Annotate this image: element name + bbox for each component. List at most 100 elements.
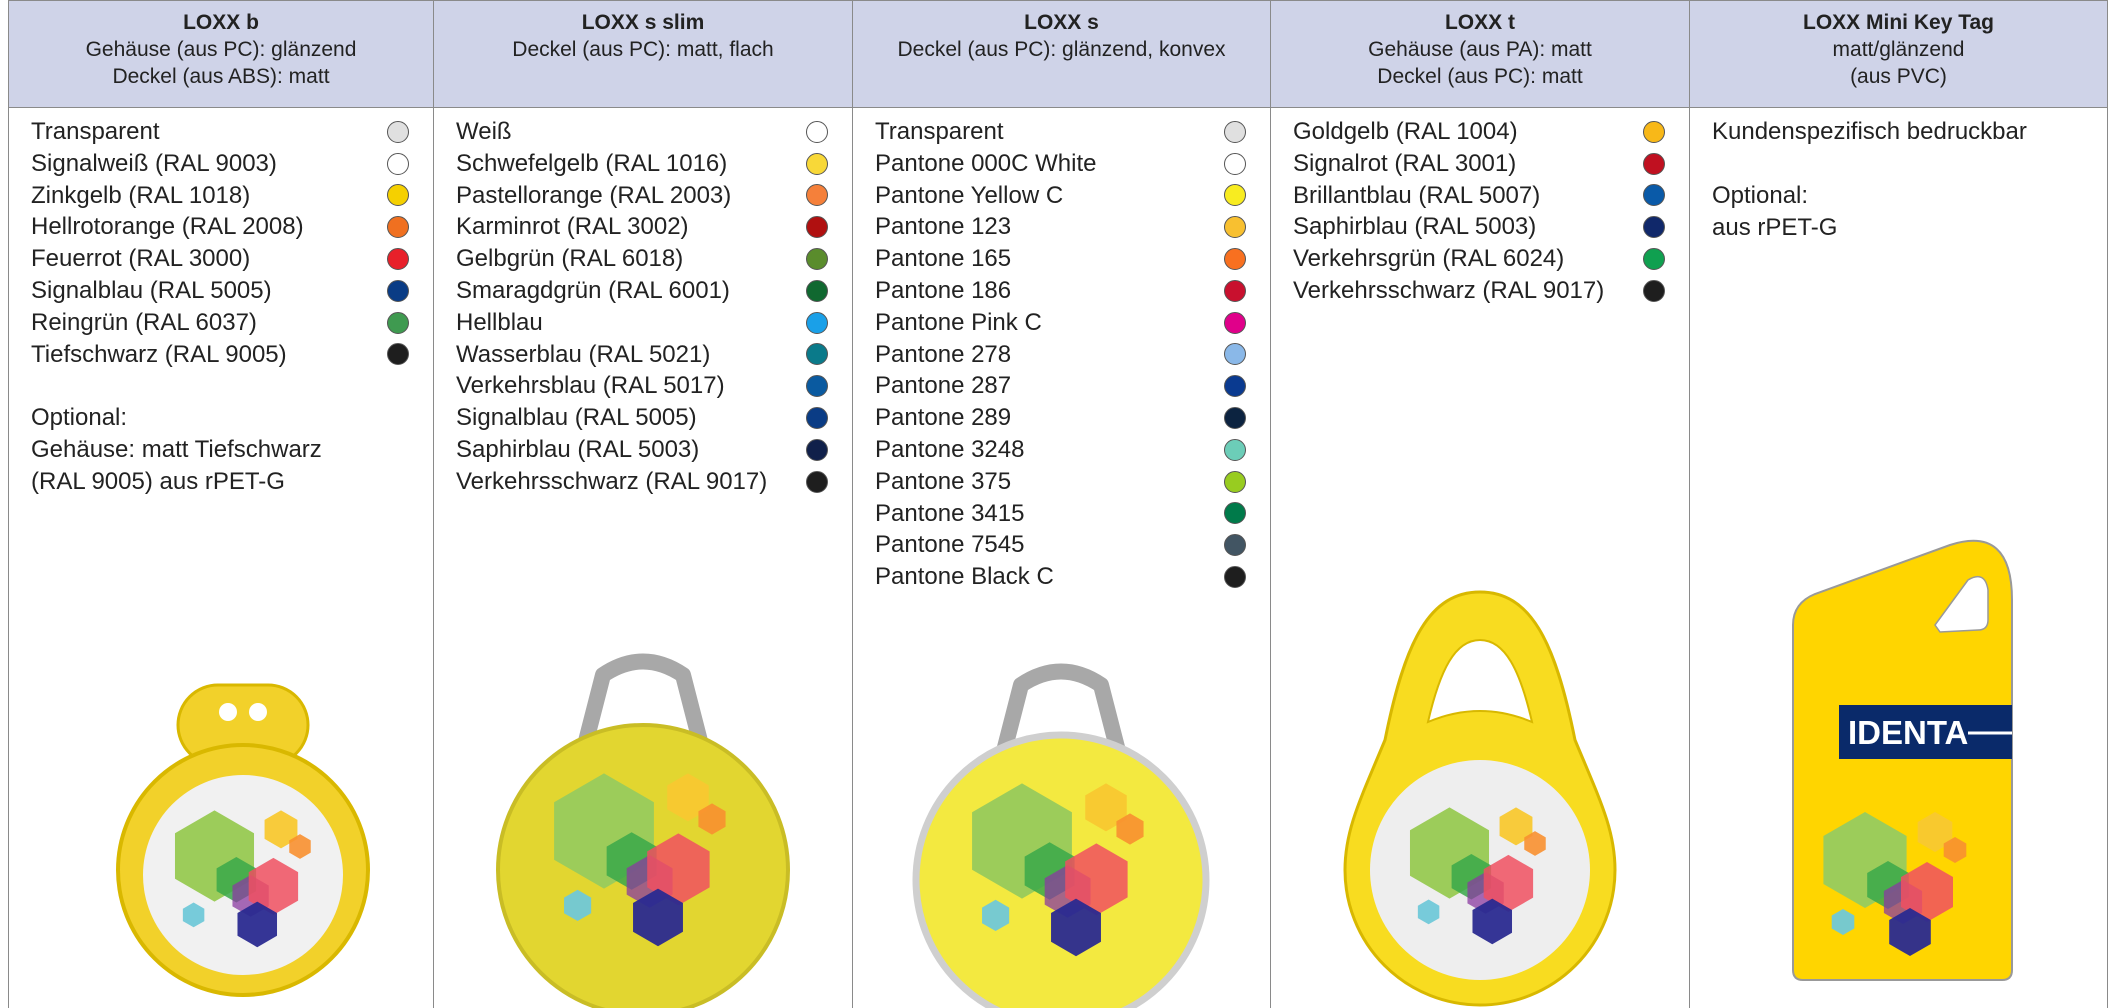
note: Optional: Gehäuse: matt Tiefschwarz (RAL 9…: [31, 402, 413, 497]
product-subtitle: Gehäuse (aus PC): glänzend: [85, 38, 357, 61]
color-row: Pantone 375: [875, 466, 1250, 498]
color-row: Feuerrot (RAL 3000): [31, 243, 413, 275]
product-subtitle: Gehäuse (aus PA): matt: [1368, 38, 1592, 61]
color-name: Pantone 287: [875, 372, 1012, 400]
note-line: Optional:: [1712, 181, 1809, 209]
column-header: LOXX Mini Key Tag matt/glänzend (aus PVC): [1690, 0, 2107, 108]
color-swatch: [387, 248, 409, 271]
color-row: Hellrotorange (RAL 2008): [31, 211, 413, 243]
color-name: Gelbgrün (RAL 6018): [456, 245, 684, 273]
color-swatch: [387, 120, 409, 143]
color-name: Signalweiß (RAL 9003): [31, 149, 277, 177]
color-name: Wasserblau (RAL 5021): [456, 340, 711, 368]
color-swatch: [806, 216, 828, 239]
color-swatch: [1643, 184, 1665, 207]
color-row: Verkehrsschwarz (RAL 9017): [1293, 275, 1669, 307]
color-row: Pantone 278: [875, 339, 1250, 371]
color-row: Pantone 123: [875, 211, 1250, 243]
color-name: Pantone Black C: [875, 563, 1054, 591]
color-row: Gelbgrün (RAL 6018): [456, 243, 832, 275]
product-title: LOXX t: [1444, 11, 1515, 34]
color-swatch: [387, 216, 409, 239]
product-subtitle: (aus PVC): [1850, 65, 1947, 88]
note: Kundenspezifisch bedruckbar: [1712, 116, 2087, 148]
color-name: Saphirblau (RAL 5003): [1293, 213, 1537, 241]
color-swatch: [1224, 407, 1246, 430]
color-swatch: [1643, 248, 1665, 271]
color-row: Saphirblau (RAL 5003): [1293, 211, 1669, 243]
color-name: Hellblau: [456, 308, 543, 336]
color-row: Zinkgelb (RAL 1018): [31, 180, 413, 212]
color-name: Smaragdgrün (RAL 6001): [456, 276, 730, 304]
color-swatch: [1643, 216, 1665, 239]
color-row: Reingrün (RAL 6037): [31, 307, 413, 339]
color-swatch: [1224, 566, 1246, 589]
color-swatch: [806, 120, 828, 143]
color-name: Brillantblau (RAL 5007): [1293, 181, 1541, 209]
color-row: Pantone 7545: [875, 529, 1250, 561]
color-name: Pantone 3415: [875, 499, 1025, 527]
color-swatch: [1224, 184, 1246, 207]
column-body: Transparent Signalweiß (RAL 9003) Zinkgelb…: [9, 108, 433, 498]
column-body: Transparent Pantone 000C White Pantone Yel…: [853, 108, 1270, 593]
color-swatch: [1643, 152, 1665, 175]
color-name: Pantone Pink C: [875, 308, 1042, 336]
color-swatch: [1224, 343, 1246, 366]
color-row: Pantone 165: [875, 243, 1250, 275]
column-header: LOXX t Gehäuse (aus PA): matt Deckel (aus …: [1271, 0, 1689, 108]
color-swatch: [1224, 375, 1246, 398]
color-swatch: [387, 343, 409, 366]
color-name: Pantone 165: [875, 245, 1012, 273]
product-subtitle: Deckel (aus PC): glänzend, konvex: [897, 38, 1226, 61]
color-swatch: [806, 279, 828, 302]
color-swatch: [1224, 470, 1246, 493]
color-swatch: [806, 470, 828, 493]
color-row: Pastellorange (RAL 2003): [456, 180, 832, 212]
color-name: Pantone Yellow C: [875, 181, 1064, 209]
color-name: Pantone 289: [875, 404, 1012, 432]
color-name: Tiefschwarz (RAL 9005): [31, 340, 287, 368]
color-swatch: [806, 375, 828, 398]
color-row: Pantone 289: [875, 402, 1250, 434]
note: Optional: aus rPET-G: [1712, 180, 2087, 244]
color-row: Signalrot (RAL 3001): [1293, 148, 1669, 180]
product-subtitle: Deckel (aus ABS): matt: [112, 65, 330, 88]
color-name: Pantone 000C White: [875, 149, 1097, 177]
color-row: Transparent: [31, 116, 413, 148]
color-name: Signalrot (RAL 3001): [1293, 149, 1517, 177]
product-title: LOXX b: [183, 11, 259, 34]
color-row: Pantone 3415: [875, 498, 1250, 530]
color-name: Pastellorange (RAL 2003): [456, 181, 732, 209]
color-name: Pantone 278: [875, 340, 1012, 368]
product-subtitle: matt/glänzend: [1832, 38, 1965, 61]
color-name: Pantone 186: [875, 276, 1012, 304]
color-swatch: [1224, 502, 1246, 525]
color-row: Transparent: [875, 116, 1250, 148]
column-body: Goldgelb (RAL 1004) Signalrot (RAL 3001) B…: [1271, 108, 1689, 307]
color-swatch: [806, 248, 828, 271]
color-name: Transparent: [31, 118, 160, 145]
color-row: Tiefschwarz (RAL 9005): [31, 339, 413, 371]
product-title: LOXX s: [1024, 11, 1099, 34]
color-swatch: [806, 152, 828, 175]
color-swatch: [1643, 120, 1665, 143]
product-column: LOXX s slim Deckel (aus PC): matt, flach W…: [433, 0, 852, 1008]
color-swatch: [806, 184, 828, 207]
color-name: Zinkgelb (RAL 1018): [31, 181, 251, 209]
color-row: Signalweiß (RAL 9003): [31, 148, 413, 180]
color-name: Pantone 3248: [875, 435, 1025, 463]
color-name: Verkehrsschwarz (RAL 9017): [456, 467, 768, 495]
color-row: Verkehrsschwarz (RAL 9017): [456, 466, 832, 498]
color-row: Karminrot (RAL 3002): [456, 211, 832, 243]
color-name: Hellrotorange (RAL 2008): [31, 213, 304, 241]
color-swatch: [806, 343, 828, 366]
column-body: Weiß Schwefelgelb (RAL 1016) Pastellorange…: [434, 108, 852, 498]
color-name: Schwefelgelb (RAL 1016): [456, 149, 728, 177]
column-header: LOXX s slim Deckel (aus PC): matt, flach: [434, 0, 852, 108]
color-swatch: [1643, 279, 1665, 302]
color-name: Saphirblau (RAL 5003): [456, 435, 700, 463]
color-row: Smaragdgrün (RAL 6001): [456, 275, 832, 307]
color-row: Signalblau (RAL 5005): [456, 402, 832, 434]
color-name: Feuerrot (RAL 3000): [31, 245, 251, 273]
